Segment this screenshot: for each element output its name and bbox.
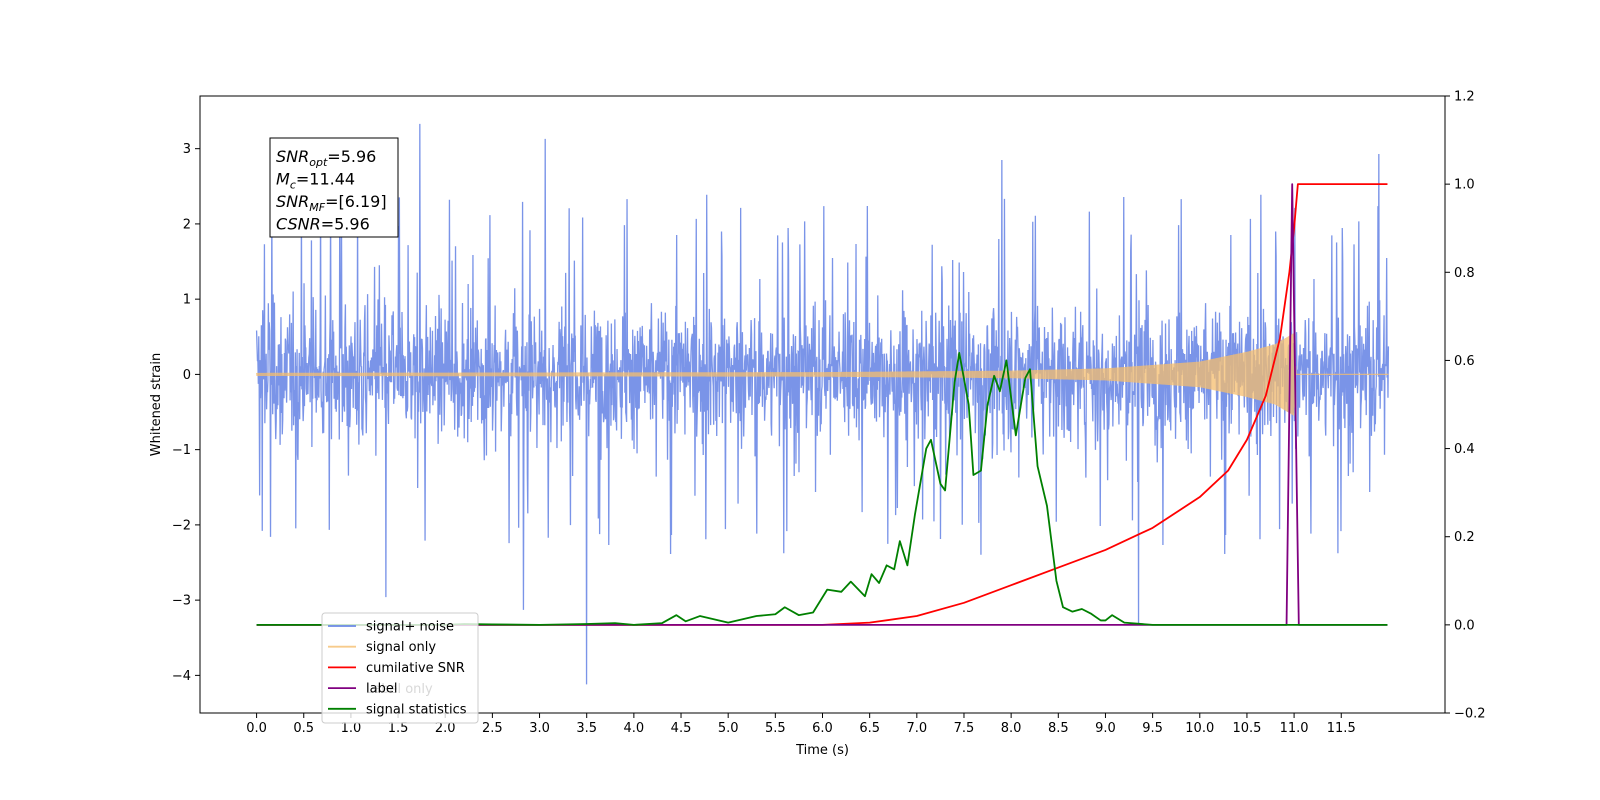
series-line-cumilative-snr: [256, 183, 1388, 626]
x-tick-label: 5.5: [765, 721, 786, 736]
x-tick-label: 6.5: [859, 721, 880, 736]
y-tick-label: −4: [172, 669, 191, 684]
x-tick-label: 4.5: [671, 721, 692, 736]
x-tick-label: 8.5: [1048, 721, 1069, 736]
x-tick-label: 9.0: [1095, 721, 1116, 736]
y2-tick-label: 1.0: [1454, 178, 1475, 193]
y-tick-label: −3: [172, 594, 191, 609]
x-tick-label: 7.0: [906, 721, 927, 736]
legend-label: signal statistics: [366, 702, 467, 717]
y-tick-label: 1: [183, 293, 191, 308]
x-tick-label: 3.5: [576, 721, 597, 736]
x-tick-label: 6.0: [812, 721, 833, 736]
info-box-frame: [269, 137, 399, 238]
info-line: SNRMF=[6.19]: [276, 192, 387, 214]
y-tick-label: 2: [183, 217, 191, 232]
series-line-signal-only: [255, 333, 1389, 416]
y-axis-label: Whitened strain: [149, 353, 164, 456]
y2-tick-label: 0.6: [1454, 354, 1475, 369]
y-tick-label: −2: [172, 518, 191, 533]
legend-label: cumilative SNR: [366, 661, 465, 676]
x-tick-label: 11.0: [1280, 721, 1309, 736]
x-tick-label: 4.0: [624, 721, 645, 736]
x-tick-label: 8.0: [1001, 721, 1022, 736]
legend-frame: [321, 612, 479, 724]
x-tick-label: 2.0: [435, 721, 456, 736]
y2-tick-label: 0.8: [1454, 266, 1475, 281]
legend-hidden-text: Label only: [366, 682, 433, 697]
y-tick-label: 3: [183, 142, 191, 157]
info-line: SNRopt=5.96: [276, 147, 376, 169]
legend-label: label: [366, 682, 397, 697]
x-tick-label: 9.5: [1142, 721, 1163, 736]
y2-tick-label: 1.2: [1454, 90, 1475, 105]
x-tick-label: 3.0: [529, 721, 550, 736]
plot-area: [255, 123, 1390, 685]
x-tick-label: 10.5: [1232, 721, 1261, 736]
x-tick-label: 1.0: [341, 721, 362, 736]
x-tick-label: 5.0: [718, 721, 739, 736]
y-tick-label: −1: [172, 443, 191, 458]
x-tick-label: 2.5: [482, 721, 503, 736]
axes: 0.0 0.5 1.0 1.5 2.0 2.5 3.0 3.5 4.0 4.5 5.0 5.5 6.0 6…: [172, 90, 1486, 737]
x-tick-label: 0.0: [246, 721, 267, 736]
x-axis-label: Time (s): [795, 743, 849, 758]
legend-label: signal only: [366, 640, 436, 655]
y2-tick-label: 0.4: [1454, 442, 1475, 457]
y2-tick-label: −0.2: [1454, 707, 1486, 722]
x-tick-label: 7.5: [954, 721, 975, 736]
x-tick-label: 10.0: [1185, 721, 1214, 736]
legend-label: signal+ noise: [366, 620, 454, 635]
y2-tick-label: 0.2: [1454, 530, 1475, 545]
x-tick-label: 11.5: [1327, 721, 1356, 736]
legend: Label only signal+ noise signal only cumila…: [321, 612, 479, 724]
info-line: Mc=11.44: [276, 170, 355, 192]
y2-tick-label: 0.0: [1454, 618, 1475, 633]
info-line: CSNR=5.96: [276, 215, 370, 234]
x-tick-label: 1.5: [388, 721, 409, 736]
y-tick-label: 0: [183, 368, 191, 383]
x-tick-label: 0.5: [293, 721, 314, 736]
series-line-signal-statistics: [256, 352, 1388, 626]
